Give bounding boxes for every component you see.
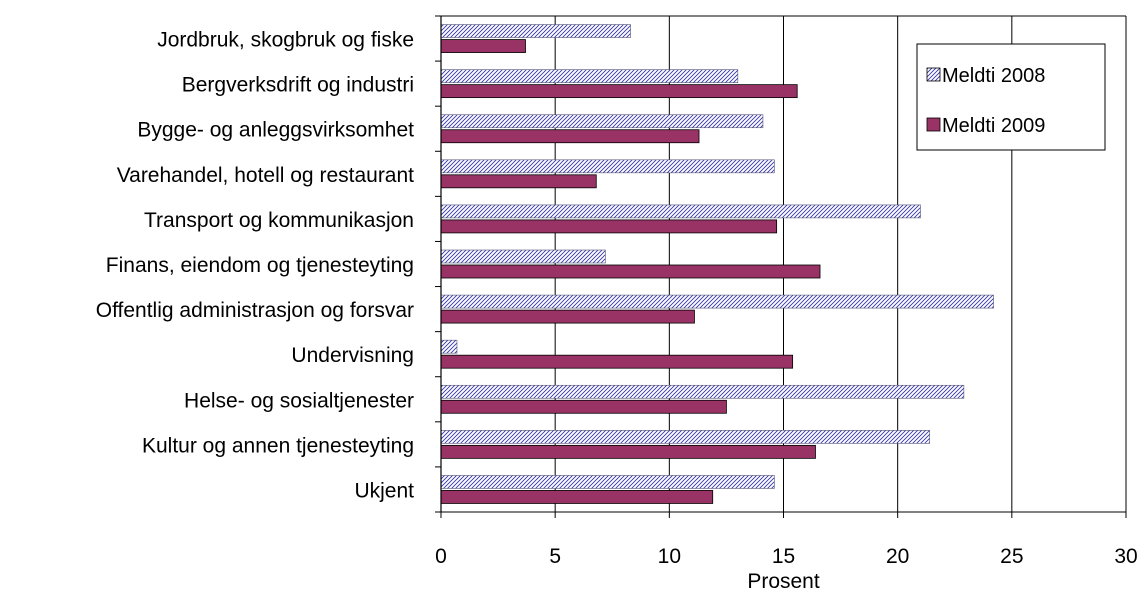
x-tick-label: 10 [658, 545, 681, 568]
category-label: Jordbruk, skogbruk og fiske [157, 29, 414, 52]
bar-meldti-2009 [440, 399, 727, 414]
bar-meldti-2008 [440, 69, 739, 83]
bar-meldti-2009 [440, 309, 695, 324]
category-label: Bergverksdrift og industri [182, 74, 414, 97]
bar-meldti-2008 [440, 430, 930, 444]
x-tick-label: 5 [549, 545, 561, 568]
bar-meldti-2009 [440, 354, 794, 369]
legend-swatch-2009 [926, 117, 941, 132]
bar-meldti-2008 [440, 294, 994, 309]
bar-meldti-2009 [440, 490, 714, 504]
bar-meldti-2008 [440, 339, 458, 354]
category-label: Varehandel, hotell og restaurant [117, 164, 414, 187]
category-label: Finans, eiendom og tjenesteyting [106, 254, 414, 277]
legend-box [916, 43, 1106, 151]
bar-meldti-2008 [440, 384, 965, 399]
bar-meldti-2008 [440, 159, 775, 174]
bar-meldti-2009 [440, 84, 798, 99]
legend-label-2008: Meldti 2008 [942, 65, 1045, 87]
bar-meldti-2008 [440, 114, 764, 129]
bar-meldti-2008 [440, 204, 921, 219]
category-label: Bygge- og anleggsvirksomhet [137, 119, 414, 142]
legend-label-2009: Meldti 2009 [942, 115, 1045, 137]
category-label: Offentlig administrasjon og forsvar [96, 299, 414, 322]
legend-swatch-2008 [926, 67, 941, 82]
bar-meldti-2008 [440, 249, 606, 264]
bar-meldti-2008 [440, 475, 775, 489]
x-tick-label: 30 [1114, 545, 1137, 568]
bar-meldti-2009 [440, 174, 597, 189]
bar-meldti-2008 [440, 24, 631, 38]
bar-meldti-2009 [440, 39, 526, 53]
x-tick-label: 25 [1000, 545, 1023, 568]
x-tick-label: 20 [886, 545, 909, 568]
category-label: Kultur og annen tjenesteyting [142, 434, 414, 457]
category-label: Undervisning [291, 344, 414, 367]
bar-meldti-2009 [440, 264, 821, 279]
category-label: Ukjent [354, 479, 414, 502]
bar-meldti-2009 [440, 129, 700, 144]
category-label: Transport og kommunikasjon [144, 209, 414, 232]
x-tick-label: 0 [435, 545, 447, 568]
bar-meldti-2009 [440, 219, 778, 234]
category-label: Helse- og sosialtjenester [184, 389, 414, 412]
x-tick-label: 15 [772, 545, 795, 568]
bar-meldti-2009 [440, 444, 816, 459]
x-axis-title: Prosent [747, 570, 820, 593]
